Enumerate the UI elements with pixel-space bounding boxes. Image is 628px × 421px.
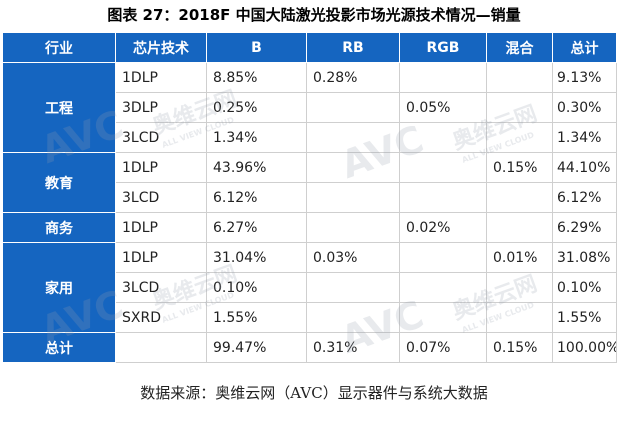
total-row: 总计 99.47% 0.31% 0.07% 0.15% 100.00% <box>2 332 617 363</box>
cell-mixed <box>486 92 553 123</box>
cell-rb <box>306 182 400 213</box>
cell-rb <box>306 302 400 333</box>
header-mixed: 混合 <box>486 32 553 63</box>
cell-rb <box>306 122 400 153</box>
industry-business: 商务 <box>2 212 116 243</box>
industry-education: 教育 <box>2 152 116 213</box>
cell-chip: 3LCD <box>115 272 207 303</box>
cell-mixed <box>486 272 553 303</box>
header-b: B <box>206 32 307 63</box>
cell-mixed <box>486 212 553 243</box>
cell-total: 6.12% <box>552 182 617 213</box>
header-rb: RB <box>306 32 400 63</box>
cell-chip: 1DLP <box>115 62 207 93</box>
header-row: 行业 芯片技术 B RB RGB 混合 总计 <box>2 32 617 63</box>
cell-total: 1.34% <box>552 122 617 153</box>
cell-b: 31.04% <box>206 242 307 273</box>
table-row: 教育 1DLP 43.96% 0.15% 44.10% <box>2 152 617 213</box>
cell-chip: 1DLP <box>115 152 207 183</box>
cell-total: 9.13% <box>552 62 617 93</box>
table-row: 工程 1DLP 8.85% 0.28% 9.13% <box>2 62 617 153</box>
source-note: 数据来源：奥维云网（AVC）显示器件与系统大数据 <box>140 384 488 402</box>
cell-rgb: 0.02% <box>399 212 487 243</box>
data-table: 行业 芯片技术 B RB RGB 混合 总计 工程 1DLP 8.85% 0.2… <box>2 32 617 363</box>
cell-total: 0.30% <box>552 92 617 123</box>
table-row: 家用 1DLP 31.04% 0.03% 0.01% 31.08% <box>2 242 617 333</box>
cell-chip: 1DLP <box>115 242 207 273</box>
cell-rgb <box>399 272 487 303</box>
cell-total: 44.10% <box>552 152 617 183</box>
cell-b: 6.12% <box>206 182 307 213</box>
header-chip-tech: 芯片技术 <box>115 32 207 63</box>
cell-b: 6.27% <box>206 212 307 243</box>
cell-rb <box>306 152 400 183</box>
cell-rgb <box>399 62 487 93</box>
cell-b: 1.55% <box>206 302 307 333</box>
table-row: 3LCD 1.34% 1.34% <box>3 122 617 153</box>
cell-mixed <box>486 302 553 333</box>
cell-chip: 1DLP <box>115 212 207 243</box>
cell-b: 43.96% <box>206 152 307 183</box>
table-row: 3LCD 0.10% 0.10% <box>3 272 617 303</box>
cell-rb <box>306 272 400 303</box>
cell-rb: 0.31% <box>306 332 400 363</box>
cell-rgb <box>399 122 487 153</box>
cell-chip: SXRD <box>115 302 207 333</box>
industry-home: 家用 <box>2 242 116 333</box>
header-industry: 行业 <box>2 32 116 63</box>
cell-rgb: 0.07% <box>399 332 487 363</box>
cell-mixed: 0.01% <box>486 242 553 273</box>
cell-total: 0.10% <box>552 272 617 303</box>
cell-b: 1.34% <box>206 122 307 153</box>
cell-mixed <box>486 62 553 93</box>
cell-mixed: 0.15% <box>486 152 553 183</box>
industry-engineering: 工程 <box>2 62 116 153</box>
cell-total: 6.29% <box>552 212 617 243</box>
cell-total: 1.55% <box>552 302 617 333</box>
cell-rgb: 0.05% <box>399 92 487 123</box>
cell-mixed: 0.15% <box>486 332 553 363</box>
cell-chip: 3LCD <box>115 182 207 213</box>
cell-b: 99.47% <box>206 332 307 363</box>
cell-rb <box>306 92 400 123</box>
table-row: 3LCD 6.12% 6.12% <box>3 182 617 213</box>
cell-mixed <box>486 122 553 153</box>
total-label: 总计 <box>2 332 116 363</box>
table-row: 商务 1DLP 6.27% 0.02% 6.29% <box>2 212 617 243</box>
header-total: 总计 <box>552 32 617 63</box>
cell-chip: 3DLP <box>115 92 207 123</box>
header-rgb: RGB <box>399 32 487 63</box>
cell-rgb <box>399 302 487 333</box>
cell-rb <box>306 212 400 243</box>
cell-total: 100.00% <box>552 332 617 363</box>
cell-total: 31.08% <box>552 242 617 273</box>
table-row: 3DLP 0.25% 0.05% 0.30% <box>3 92 617 123</box>
cell-b: 0.25% <box>206 92 307 123</box>
cell-b: 8.85% <box>206 62 307 93</box>
cell-b: 0.10% <box>206 272 307 303</box>
cell-rgb <box>399 182 487 213</box>
cell-chip <box>115 332 207 363</box>
cell-rb: 0.03% <box>306 242 400 273</box>
chart-title: 图表 27：2018F 中国大陆激光投影市场光源技术情况—销量 <box>107 6 521 24</box>
cell-rgb <box>399 242 487 273</box>
cell-rb: 0.28% <box>306 62 400 93</box>
cell-mixed <box>486 182 553 213</box>
cell-chip: 3LCD <box>115 122 207 153</box>
cell-rgb <box>399 152 487 183</box>
